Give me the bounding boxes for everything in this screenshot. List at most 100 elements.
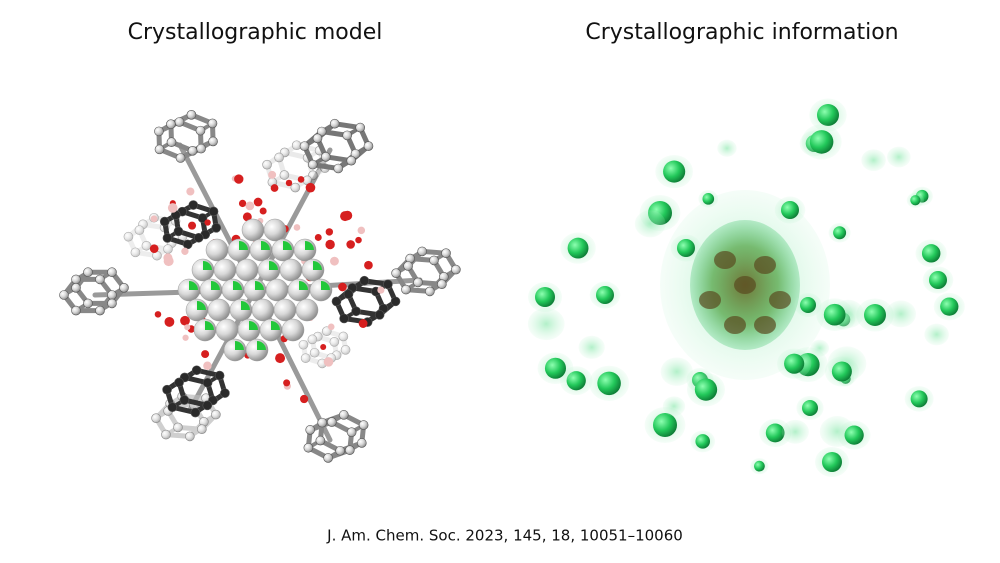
density-halo [885, 300, 917, 328]
atom [95, 274, 105, 285]
green-cap [257, 341, 266, 350]
ring [59, 267, 129, 316]
density-halo [717, 139, 737, 157]
atom [327, 417, 337, 427]
atom [441, 248, 451, 258]
atom [262, 159, 272, 170]
green-cap [313, 261, 322, 270]
atom [346, 155, 357, 166]
atom [329, 118, 340, 129]
atom [351, 306, 361, 317]
atom [357, 438, 367, 448]
density-peak [817, 104, 839, 126]
atom [167, 402, 178, 413]
atom [123, 231, 134, 242]
density-peak [597, 371, 621, 396]
atom [417, 246, 427, 257]
atom [315, 435, 326, 446]
atom [359, 275, 370, 286]
atom [323, 453, 333, 463]
atom [437, 279, 447, 290]
atom [193, 232, 204, 243]
oxygen [167, 203, 178, 213]
metal-atom [265, 278, 289, 302]
atom [107, 290, 117, 300]
atom [159, 216, 170, 227]
oxygen [149, 244, 159, 254]
density-halo [810, 339, 830, 357]
atom [338, 331, 349, 342]
density-dark [769, 291, 791, 309]
atom [298, 339, 309, 350]
oxygen [358, 319, 368, 328]
atom [95, 305, 105, 316]
atom [107, 298, 117, 309]
atom [83, 267, 93, 278]
density-halo [662, 396, 686, 417]
atom [339, 313, 349, 324]
atom [166, 119, 176, 129]
oxygen [377, 286, 385, 294]
density-peak [809, 130, 834, 154]
density-peak [677, 239, 695, 257]
ring [391, 246, 461, 297]
atom [335, 445, 345, 456]
density-peak [844, 425, 864, 445]
atom [363, 141, 374, 151]
density-peak [910, 390, 928, 408]
density-peak [702, 193, 715, 205]
density-peak [765, 423, 785, 443]
oxygen [299, 394, 309, 404]
atom [300, 353, 311, 363]
density-peak [822, 452, 842, 472]
oxygen [268, 170, 277, 179]
crystallographic-model [59, 110, 461, 463]
oxygen [275, 353, 286, 364]
atom [208, 136, 218, 147]
atom [343, 289, 354, 300]
oxygen [234, 174, 244, 184]
oxygen [238, 199, 247, 208]
atom [161, 429, 171, 440]
oxygen [204, 219, 211, 226]
density-peak [567, 237, 589, 259]
atom [71, 282, 81, 293]
ring [298, 326, 351, 369]
atom [425, 286, 435, 297]
atom [307, 159, 318, 170]
green-cap [203, 261, 212, 270]
oxygen [163, 256, 174, 267]
density-halo [781, 419, 809, 444]
density-peak [921, 244, 941, 263]
atom [197, 213, 208, 223]
density-peak [781, 201, 799, 219]
green-cap [197, 301, 206, 310]
atom [329, 337, 340, 347]
atom [186, 110, 197, 120]
oxygen [242, 212, 252, 222]
oxygen [297, 176, 305, 183]
atom [134, 225, 145, 235]
density-peak [663, 160, 686, 183]
density-dark [714, 251, 736, 269]
metal-atom [279, 258, 303, 282]
green-cap [321, 281, 330, 290]
density-peak [864, 304, 886, 326]
green-cap [205, 321, 214, 330]
atom [191, 365, 202, 376]
density-dark [724, 316, 746, 334]
ring [299, 118, 374, 174]
density-peak [823, 303, 846, 326]
atom [154, 126, 164, 137]
atom [59, 290, 69, 300]
oxygen [325, 228, 334, 236]
density-dark [734, 276, 756, 294]
oxygen [327, 323, 335, 331]
atom [401, 284, 411, 295]
density-peak [833, 226, 847, 240]
density-peak [535, 287, 555, 307]
density-peak [544, 357, 567, 379]
atom [451, 264, 461, 275]
atom [182, 239, 193, 250]
